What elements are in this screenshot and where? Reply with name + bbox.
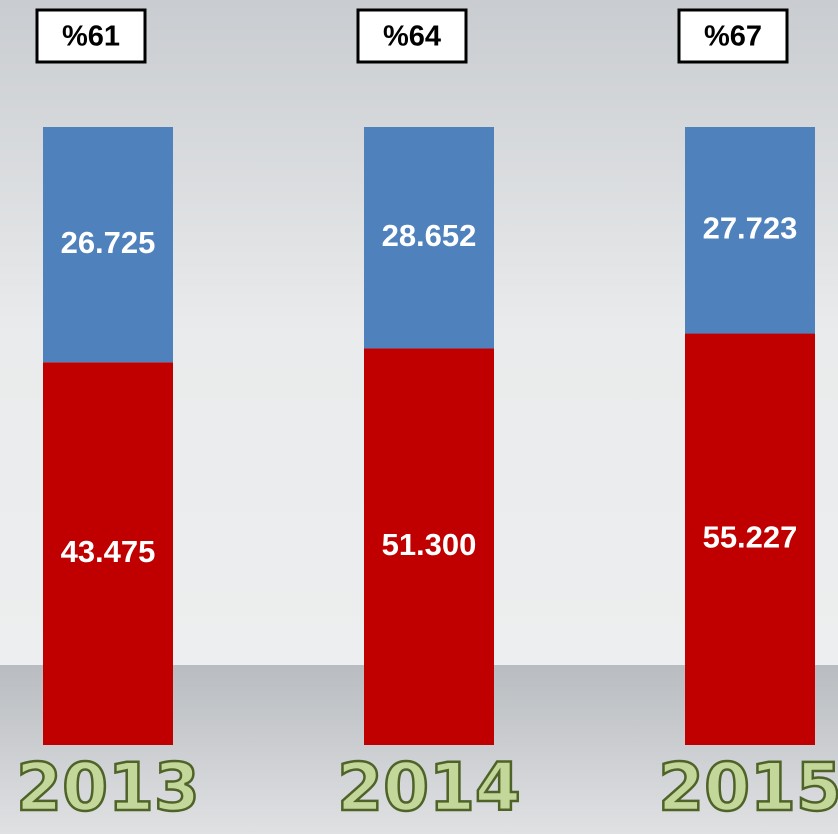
value-label: 51.300 [382, 527, 477, 562]
bar-segment [685, 333, 815, 745]
value-label: 27.723 [703, 210, 798, 245]
bar-segment [685, 127, 815, 334]
value-label: 26.725 [61, 225, 156, 260]
value-label: 55.227 [703, 519, 798, 554]
share-box [356, 8, 468, 64]
share-box [677, 8, 789, 64]
x-tick-label: 2015 [658, 749, 838, 826]
bar-segment [43, 362, 173, 745]
bar-segment [43, 127, 173, 363]
value-label: 28.652 [382, 218, 477, 253]
x-tick-label: 2013 [16, 749, 200, 826]
x-tick-label: 2014 [337, 749, 521, 826]
share-label: %61 [62, 21, 120, 53]
bar-segment [364, 127, 494, 349]
share-label: %64 [383, 21, 441, 53]
share-box [35, 8, 147, 64]
share-label: %67 [704, 21, 762, 53]
bar-segment [364, 348, 494, 745]
value-label: 43.475 [61, 534, 156, 569]
